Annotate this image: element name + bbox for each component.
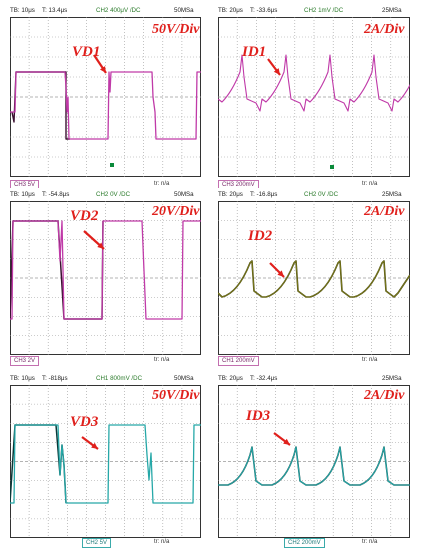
rise-time-readout: tr: n/a	[362, 357, 378, 363]
timebase-readout: TB: 20μs	[218, 191, 243, 198]
status-bar: TB: 20μs T: -16.8μs CH2 0V /DC 25MSa	[212, 188, 416, 200]
volts-per-div-label: 50V/Div	[152, 388, 200, 403]
channel-readout: CH2 1mV /DC	[304, 7, 344, 14]
waveform-trace	[11, 71, 70, 140]
waveform-plot	[10, 201, 201, 355]
waveform-trace	[218, 260, 410, 298]
amps-per-div-label: 2A/Div	[364, 22, 405, 37]
signal-label: ID2	[248, 228, 273, 244]
waveform-plot	[10, 17, 201, 177]
scope-panel-id3: TB: 20μs T: -32.4μs 25MSa 2A/Div ID3 CH2…	[212, 372, 416, 548]
volts-per-div-label: 50V/Div	[152, 22, 200, 37]
trigger-marker	[110, 163, 114, 167]
volts-per-div-label: 20V/Div	[152, 204, 200, 219]
channel-badge: CH1 200mV	[218, 356, 259, 366]
channel-badge: CH2 5V	[82, 538, 112, 548]
status-bar: TB: 10μs T: -54.8μs CH2 0V /DC 50MSa	[4, 188, 207, 200]
channel-readout: CH1 800mV /DC	[96, 375, 143, 382]
rise-time-readout: tr: n/a	[154, 539, 170, 545]
scope-panel-vd1: TB: 10μs T: 13.4μs CH2 400μV /DC 50MSa 5…	[4, 4, 207, 190]
sample-rate-readout: 50MSa	[174, 375, 194, 382]
arrow-head	[273, 68, 280, 75]
status-bar: TB: 10μs T: -818μs CH1 800mV /DC 50MSa	[4, 372, 207, 384]
timebase-readout: TB: 10μs	[10, 375, 35, 382]
timebase-readout: TB: 10μs	[10, 191, 35, 198]
arrow-head	[283, 438, 290, 445]
channel-readout: CH2 0V /DC	[96, 191, 131, 198]
arrow-head	[97, 242, 104, 249]
trigger-time-readout: T: -33.6μs	[250, 7, 278, 14]
amps-per-div-label: 2A/Div	[364, 204, 405, 219]
scope-display	[218, 17, 410, 177]
scope-display	[10, 385, 201, 538]
signal-label: VD2	[70, 208, 99, 224]
signal-label: ID1	[242, 44, 267, 60]
trigger-time-readout: T: -16.8μs	[250, 191, 278, 198]
waveform-trace	[10, 220, 201, 320]
sample-rate-readout: 50MSa	[174, 191, 194, 198]
waveform-plot	[218, 201, 410, 355]
sample-rate-readout: 25MSa	[382, 375, 402, 382]
scope-panel-id2: TB: 20μs T: -16.8μs CH2 0V /DC 25MSa 2A/…	[212, 188, 416, 366]
timebase-readout: TB: 10μs	[10, 7, 35, 14]
channel-badge: CH3 2V	[10, 356, 40, 366]
status-bar: TB: 20μs T: -32.4μs 25MSa	[212, 372, 416, 384]
scope-panel-vd2: TB: 10μs T: -54.8μs CH2 0V /DC 50MSa 20V…	[4, 188, 207, 366]
waveform-plot	[218, 385, 410, 538]
waveform-trace	[10, 424, 201, 504]
waveform-trace	[218, 54, 410, 112]
rise-time-readout: tr: n/a	[362, 181, 378, 187]
rise-time-readout: tr: n/a	[362, 539, 378, 545]
scope-display	[10, 201, 201, 355]
sample-rate-readout: 50MSa	[174, 7, 194, 14]
arrow-head	[99, 66, 106, 73]
rise-time-readout: tr: n/a	[154, 357, 170, 363]
timebase-readout: TB: 20μs	[218, 7, 243, 14]
rise-time-readout: tr: n/a	[154, 181, 170, 187]
trigger-time-readout: T: -54.8μs	[42, 191, 70, 198]
waveform-plot	[10, 385, 201, 538]
signal-label: ID3	[246, 408, 271, 424]
scope-panel-vd3: TB: 10μs T: -818μs CH1 800mV /DC 50MSa 5…	[4, 372, 207, 548]
channel-badge: CH2 200mV	[284, 538, 325, 548]
arrow-head	[91, 442, 98, 449]
scope-display	[10, 17, 201, 177]
waveform-trace	[10, 424, 67, 504]
signal-label: VD1	[72, 44, 101, 60]
channel-readout: CH2 0V /DC	[304, 191, 339, 198]
trigger-time-readout: T: -818μs	[42, 375, 68, 382]
scope-display	[218, 201, 410, 355]
trigger-time-readout: T: -32.4μs	[250, 375, 278, 382]
arrow-head	[277, 270, 284, 277]
signal-label: VD3	[70, 414, 99, 430]
trigger-time-readout: T: 13.4μs	[42, 7, 68, 14]
waveform-trace	[218, 446, 410, 486]
scope-panel-id1: TB: 20μs T: -33.6μs CH2 1mV /DC 25MSa 2A…	[212, 4, 416, 190]
sample-rate-readout: 25MSa	[382, 7, 402, 14]
sample-rate-readout: 25MSa	[382, 191, 402, 198]
timebase-readout: TB: 20μs	[218, 375, 243, 382]
status-bar: TB: 10μs T: 13.4μs CH2 400μV /DC 50MSa	[4, 4, 207, 16]
scope-display	[218, 385, 410, 538]
channel-readout: CH2 400μV /DC	[96, 7, 141, 14]
trigger-marker	[330, 165, 334, 169]
status-bar: TB: 20μs T: -33.6μs CH2 1mV /DC 25MSa	[212, 4, 416, 16]
waveform-trace	[10, 71, 201, 140]
amps-per-div-label: 2A/Div	[364, 388, 405, 403]
waveform-plot	[218, 17, 410, 177]
